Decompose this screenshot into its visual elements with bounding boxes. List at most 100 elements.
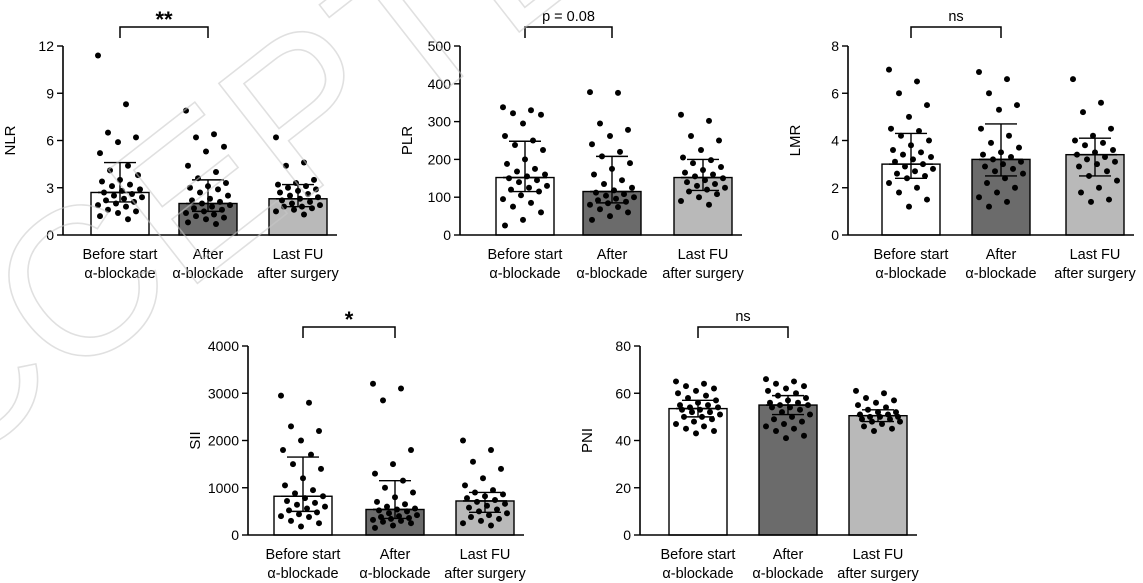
data-point [767, 399, 773, 406]
data-point [680, 154, 686, 161]
data-point [125, 216, 131, 223]
data-point [686, 188, 692, 195]
data-point [881, 390, 887, 397]
data-point [510, 110, 516, 117]
data-point [504, 510, 510, 517]
data-point [402, 501, 408, 508]
significance-label: ** [155, 7, 173, 32]
data-point [538, 209, 544, 216]
data-point [105, 129, 111, 136]
data-point [1114, 177, 1120, 184]
data-point [912, 168, 918, 175]
data-point [705, 402, 711, 409]
x-tick-label: α-blockade [752, 566, 823, 582]
data-point [526, 184, 532, 191]
data-point [318, 465, 324, 472]
data-point [894, 170, 900, 177]
data-point [589, 141, 595, 148]
data-point [593, 189, 599, 196]
data-point [1082, 142, 1088, 149]
data-point [273, 208, 279, 215]
data-point [673, 378, 679, 385]
data-point [273, 134, 279, 141]
data-point [410, 489, 416, 496]
data-point [587, 201, 593, 208]
data-point [597, 206, 603, 213]
data-point [717, 411, 723, 418]
data-point [693, 430, 699, 437]
data-point [986, 203, 992, 210]
x-tick-label: after surgery [837, 566, 919, 582]
y-tick-label: 100 [428, 189, 452, 205]
data-point [512, 142, 518, 149]
data-point [286, 507, 292, 514]
data-point [879, 420, 885, 427]
data-point [301, 159, 307, 166]
data-point [1020, 170, 1026, 177]
data-point [601, 180, 607, 187]
data-point [773, 428, 779, 435]
data-point [500, 491, 506, 498]
y-axis-label: PNI [579, 428, 596, 453]
data-point [213, 220, 219, 227]
data-point [476, 508, 482, 515]
data-point [712, 180, 718, 187]
data-point [679, 406, 685, 413]
data-point [370, 516, 376, 523]
data-point [892, 158, 898, 165]
data-point [1084, 156, 1090, 163]
data-point [464, 495, 470, 502]
data-point [317, 202, 323, 209]
data-point [306, 514, 312, 521]
data-point [976, 194, 982, 201]
data-point [924, 196, 930, 203]
data-point [900, 151, 906, 158]
data-point [914, 184, 920, 191]
data-point [779, 409, 785, 416]
data-point [278, 513, 284, 520]
data-point [1070, 76, 1076, 83]
data-point [783, 385, 789, 392]
y-tick-label: 0 [831, 227, 839, 243]
data-point [799, 418, 805, 425]
data-point [1102, 154, 1108, 161]
x-tick-label: α-blockade [267, 566, 338, 582]
data-point [1004, 76, 1010, 83]
x-tick-label: α-blockade [172, 266, 243, 282]
x-tick-label: α-blockade [359, 566, 430, 582]
y-tick-label: 0 [46, 227, 54, 243]
data-point [382, 484, 388, 491]
data-point [678, 197, 684, 204]
data-point [765, 387, 771, 394]
data-point [193, 134, 199, 141]
data-point [1010, 165, 1016, 172]
x-tick-label: After [986, 247, 1017, 263]
data-point [105, 206, 111, 213]
data-point [460, 437, 466, 444]
data-point [781, 420, 787, 427]
data-point [203, 148, 209, 155]
data-point [701, 423, 707, 430]
data-point [706, 201, 712, 208]
x-tick-label: After [193, 247, 224, 263]
data-point [603, 192, 609, 199]
data-point [916, 128, 922, 135]
data-point [294, 501, 300, 508]
data-point [673, 420, 679, 427]
data-point [1106, 196, 1112, 203]
data-point [889, 425, 895, 432]
data-point [893, 409, 899, 416]
y-tick-label: 9 [46, 85, 54, 101]
data-point [372, 524, 378, 531]
data-point [520, 120, 526, 127]
data-point [305, 191, 311, 198]
significance-bracket [524, 26, 613, 38]
y-tick-label: 0 [231, 527, 239, 543]
data-point [121, 195, 127, 202]
data-point [390, 522, 396, 529]
data-point [1078, 189, 1084, 196]
data-point [986, 90, 992, 97]
data-point [625, 209, 631, 216]
data-point [617, 148, 623, 155]
x-tick-label: Before start [874, 247, 949, 263]
